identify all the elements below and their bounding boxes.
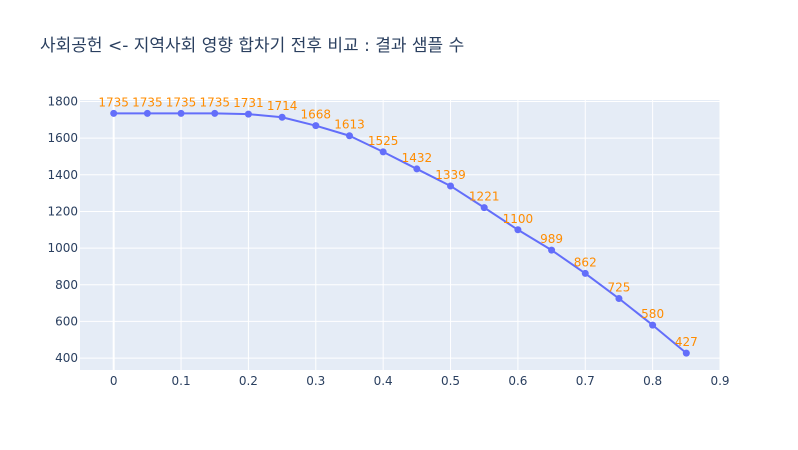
series-layer	[110, 109, 690, 357]
data-label: 1668	[301, 108, 332, 122]
gridlines	[80, 100, 721, 370]
data-label: 1525	[368, 134, 399, 148]
x-tick-label: 0.6	[508, 374, 527, 388]
y-tick-label: 1200	[47, 204, 78, 218]
data-label: 1221	[469, 190, 500, 204]
x-tick-label: 0.2	[239, 374, 258, 388]
data-label: 1735	[199, 95, 230, 109]
data-point	[514, 226, 522, 234]
data-point	[548, 246, 556, 254]
data-label: 1100	[503, 212, 534, 226]
y-tick-label: 600	[55, 314, 78, 328]
data-label: 725	[607, 281, 630, 295]
x-tick-label: 0	[110, 374, 118, 388]
x-tick-label: 0.7	[576, 374, 595, 388]
data-point	[110, 109, 118, 117]
data-label: 1731	[233, 96, 264, 110]
data-label: 1339	[435, 168, 466, 182]
data-point	[682, 349, 690, 357]
data-point	[211, 109, 219, 117]
data-label: 862	[574, 255, 597, 269]
data-label: 1735	[98, 95, 129, 109]
data-point	[244, 110, 252, 118]
x-tick-label: 0.3	[306, 374, 325, 388]
data-point	[447, 182, 455, 190]
y-tick-label: 1400	[47, 168, 78, 182]
data-point	[143, 109, 151, 117]
data-label: 1714	[267, 99, 298, 113]
data-point	[278, 113, 286, 121]
data-label: 427	[675, 335, 698, 349]
y-tick-label: 1800	[47, 94, 78, 108]
x-tick-label: 0.1	[172, 374, 191, 388]
data-point	[312, 122, 320, 130]
series-line	[113, 112, 687, 354]
y-tick-label: 800	[55, 278, 78, 292]
data-point	[649, 321, 657, 329]
data-point	[345, 132, 353, 140]
data-point	[413, 165, 421, 173]
data-point	[615, 295, 623, 303]
y-tick-label: 1000	[47, 241, 78, 255]
data-labels: 1735 1735 1735 1735 1731 17141668161315251432…	[98, 95, 697, 349]
x-tick-label: 0.5	[441, 374, 460, 388]
y-tick-label: 400	[55, 351, 78, 365]
y-tick-label: 1600	[47, 131, 78, 145]
data-point	[480, 204, 488, 212]
x-tick-label: 0.4	[374, 374, 393, 388]
x-tick-label: 0.9	[710, 374, 729, 388]
x-tick-label: 0.8	[643, 374, 662, 388]
plot-area	[80, 100, 720, 370]
data-label: 989	[540, 232, 563, 246]
data-label: 1735	[166, 95, 197, 109]
chart-title: 사회공헌 <- 지역사회 영향 합차기 전후 비교 : 결과 샘플 수	[40, 36, 465, 56]
data-point	[177, 109, 185, 117]
data-label: 580	[641, 307, 664, 321]
y-axis-ticks: 400 600 800 1000 1200 1400 1600 1800	[47, 94, 78, 365]
data-point	[379, 148, 387, 156]
data-label: 1735	[132, 95, 163, 109]
x-axis-ticks: 0 0.1 0.2 0.3 0.4 0.5 0.6 0.7 0.8 0.9	[110, 374, 730, 388]
data-label: 1613	[334, 118, 365, 132]
data-label: 1432	[402, 151, 433, 165]
data-point	[581, 269, 589, 277]
